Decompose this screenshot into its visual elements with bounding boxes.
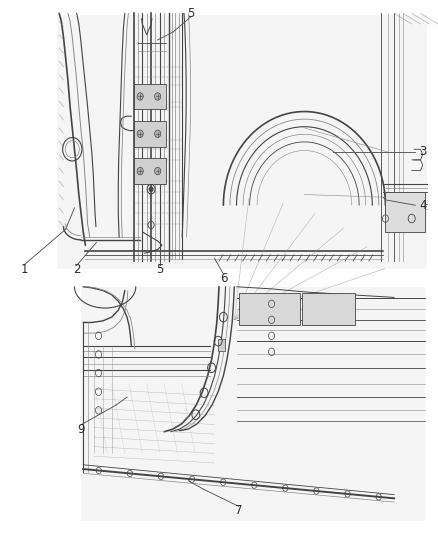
FancyBboxPatch shape [302,293,355,325]
Circle shape [137,93,143,100]
Circle shape [149,187,153,192]
Text: 5: 5 [187,7,194,20]
Circle shape [155,130,161,138]
FancyBboxPatch shape [134,84,166,109]
FancyBboxPatch shape [57,15,427,269]
Text: 2: 2 [73,263,81,276]
FancyBboxPatch shape [134,158,166,184]
FancyBboxPatch shape [239,293,300,325]
Text: 6: 6 [219,272,227,285]
FancyBboxPatch shape [385,192,425,232]
Text: 5: 5 [156,263,163,276]
Circle shape [137,130,143,138]
Text: 4: 4 [419,199,427,212]
Text: 9: 9 [77,423,85,435]
Circle shape [155,167,161,175]
Text: 3: 3 [419,146,426,158]
Text: 7: 7 [235,504,243,517]
Text: 1: 1 [20,263,28,276]
FancyBboxPatch shape [81,287,425,521]
Circle shape [155,93,161,100]
FancyBboxPatch shape [134,121,166,147]
FancyBboxPatch shape [218,339,225,351]
Circle shape [137,167,143,175]
